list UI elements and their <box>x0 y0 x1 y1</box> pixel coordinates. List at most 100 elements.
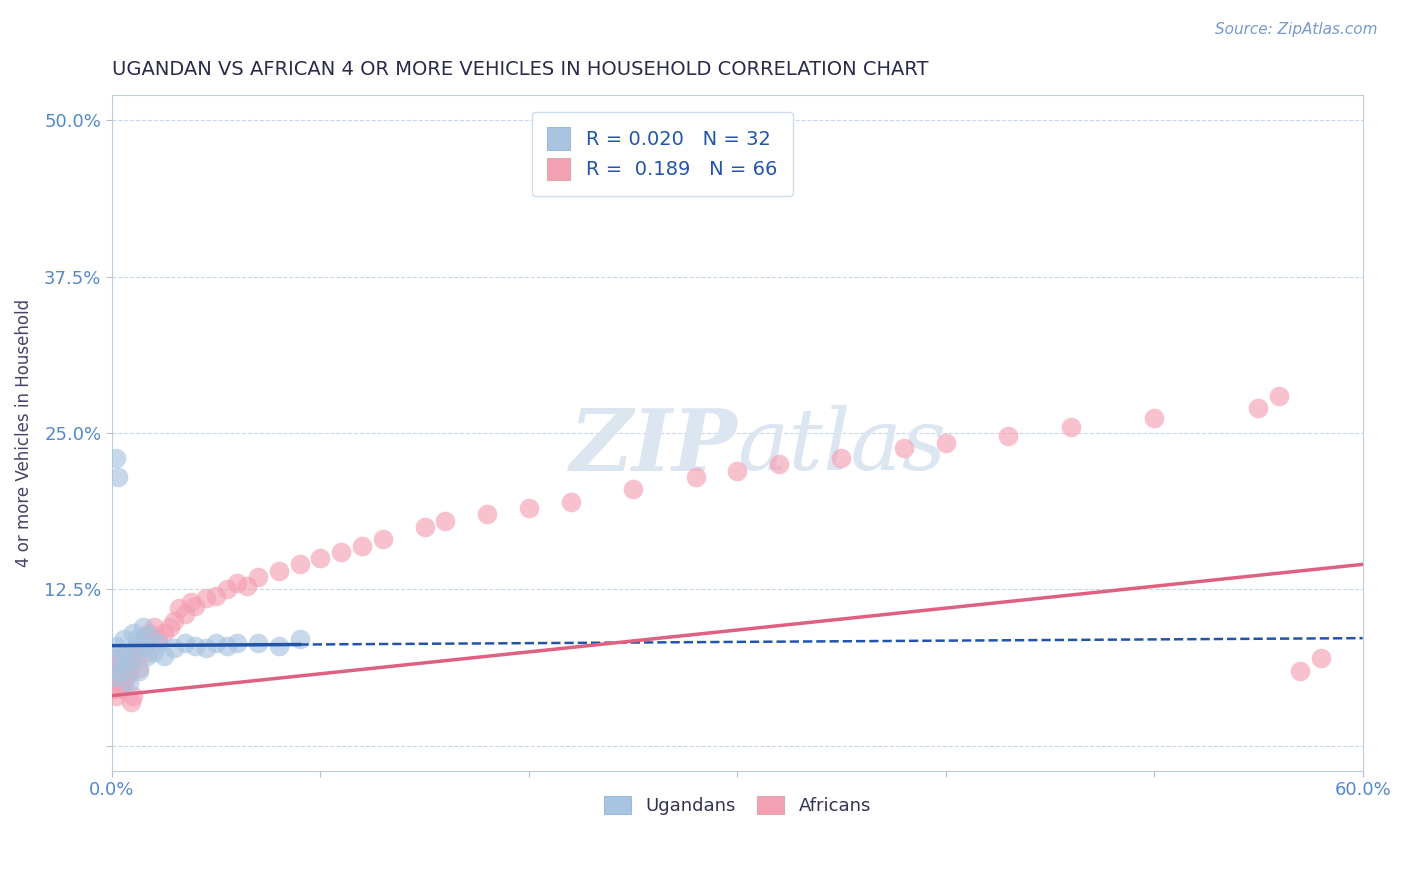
Point <box>194 641 217 656</box>
Text: ZIP: ZIP <box>569 405 737 488</box>
Point <box>517 501 540 516</box>
Point <box>173 636 195 650</box>
Point <box>121 645 143 659</box>
Point <box>205 636 228 650</box>
Point <box>163 614 186 628</box>
Point <box>117 664 139 678</box>
Point <box>146 632 169 647</box>
Point <box>153 648 176 663</box>
Point <box>180 595 202 609</box>
Point <box>124 651 146 665</box>
Point <box>103 670 125 684</box>
Point <box>125 639 148 653</box>
Point <box>112 632 135 647</box>
Point <box>768 458 790 472</box>
Point <box>146 636 169 650</box>
Point <box>136 648 159 663</box>
Point <box>125 632 148 647</box>
Point <box>115 648 138 663</box>
Point <box>893 441 915 455</box>
Point <box>107 470 129 484</box>
Point <box>288 558 311 572</box>
Point <box>194 591 217 606</box>
Point <box>935 436 957 450</box>
Point <box>205 589 228 603</box>
Point <box>163 641 186 656</box>
Point <box>621 483 644 497</box>
Point <box>105 639 128 653</box>
Point <box>1309 651 1331 665</box>
Point <box>121 626 143 640</box>
Point <box>246 570 269 584</box>
Point <box>1289 664 1312 678</box>
Point <box>117 666 139 681</box>
Point <box>107 651 129 665</box>
Point <box>142 620 165 634</box>
Point <box>371 533 394 547</box>
Point <box>120 695 142 709</box>
Point <box>105 451 128 466</box>
Point <box>215 582 238 597</box>
Point <box>120 654 142 668</box>
Point <box>136 645 159 659</box>
Point <box>1143 411 1166 425</box>
Point <box>110 664 132 678</box>
Text: Source: ZipAtlas.com: Source: ZipAtlas.com <box>1215 22 1378 37</box>
Point <box>115 657 138 672</box>
Point <box>111 645 134 659</box>
Point <box>112 670 135 684</box>
Point <box>475 508 498 522</box>
Point <box>132 632 155 647</box>
Point <box>134 639 156 653</box>
Point <box>103 682 125 697</box>
Point <box>128 661 150 675</box>
Point <box>134 629 156 643</box>
Point <box>128 664 150 678</box>
Point <box>184 599 207 613</box>
Point <box>107 651 129 665</box>
Point <box>330 545 353 559</box>
Point <box>120 651 142 665</box>
Point <box>830 451 852 466</box>
Text: UGANDAN VS AFRICAN 4 OR MORE VEHICLES IN HOUSEHOLD CORRELATION CHART: UGANDAN VS AFRICAN 4 OR MORE VEHICLES IN… <box>112 60 928 78</box>
Point <box>124 641 146 656</box>
Point <box>246 636 269 650</box>
Point <box>138 626 160 640</box>
Point <box>132 620 155 634</box>
Point <box>110 657 132 672</box>
Point <box>267 639 290 653</box>
Point <box>352 539 374 553</box>
Point <box>1268 388 1291 402</box>
Point <box>138 629 160 643</box>
Point <box>111 657 134 672</box>
Point <box>112 676 135 690</box>
Point <box>236 579 259 593</box>
Point <box>1060 419 1083 434</box>
Point <box>117 676 139 690</box>
Point <box>309 551 332 566</box>
Point <box>107 670 129 684</box>
Point <box>153 626 176 640</box>
Point <box>997 428 1019 442</box>
Point <box>226 636 249 650</box>
Point <box>560 495 582 509</box>
Point <box>115 670 138 684</box>
Point <box>121 689 143 703</box>
Point <box>173 607 195 622</box>
Point <box>685 470 707 484</box>
Point <box>111 682 134 697</box>
Point <box>267 564 290 578</box>
Point <box>167 601 190 615</box>
Point <box>434 514 457 528</box>
Legend: Ugandans, Africans: Ugandans, Africans <box>596 789 879 822</box>
Text: atlas: atlas <box>737 405 946 488</box>
Y-axis label: 4 or more Vehicles in Household: 4 or more Vehicles in Household <box>15 299 32 567</box>
Point <box>110 676 132 690</box>
Point <box>105 689 128 703</box>
Point <box>215 639 238 653</box>
Point <box>226 576 249 591</box>
Point <box>142 645 165 659</box>
Point <box>413 520 436 534</box>
Point <box>184 639 207 653</box>
Point <box>105 664 128 678</box>
